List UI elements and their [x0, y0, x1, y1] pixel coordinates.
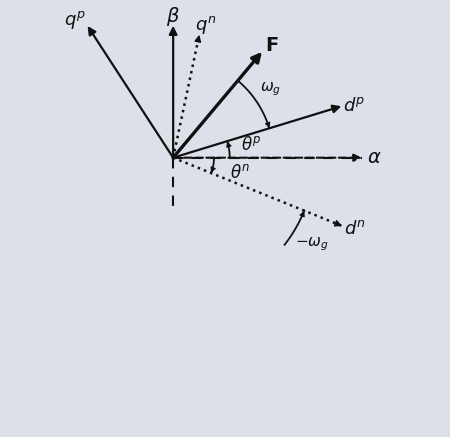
Text: $d^n$: $d^n$ — [344, 220, 366, 238]
Text: $\theta^n$: $\theta^n$ — [230, 164, 251, 182]
Text: $d^p$: $d^p$ — [343, 97, 365, 115]
Text: $\mathbf{F}$: $\mathbf{F}$ — [265, 36, 278, 55]
Text: $-\omega_g$: $-\omega_g$ — [295, 236, 328, 253]
Text: $\beta$: $\beta$ — [166, 5, 180, 28]
Text: $\omega_g$: $\omega_g$ — [261, 80, 282, 98]
Text: $q^p$: $q^p$ — [64, 9, 86, 31]
Text: $\theta^p$: $\theta^p$ — [241, 136, 261, 154]
Text: $\alpha$: $\alpha$ — [367, 148, 382, 167]
Text: $q^n$: $q^n$ — [195, 14, 216, 36]
